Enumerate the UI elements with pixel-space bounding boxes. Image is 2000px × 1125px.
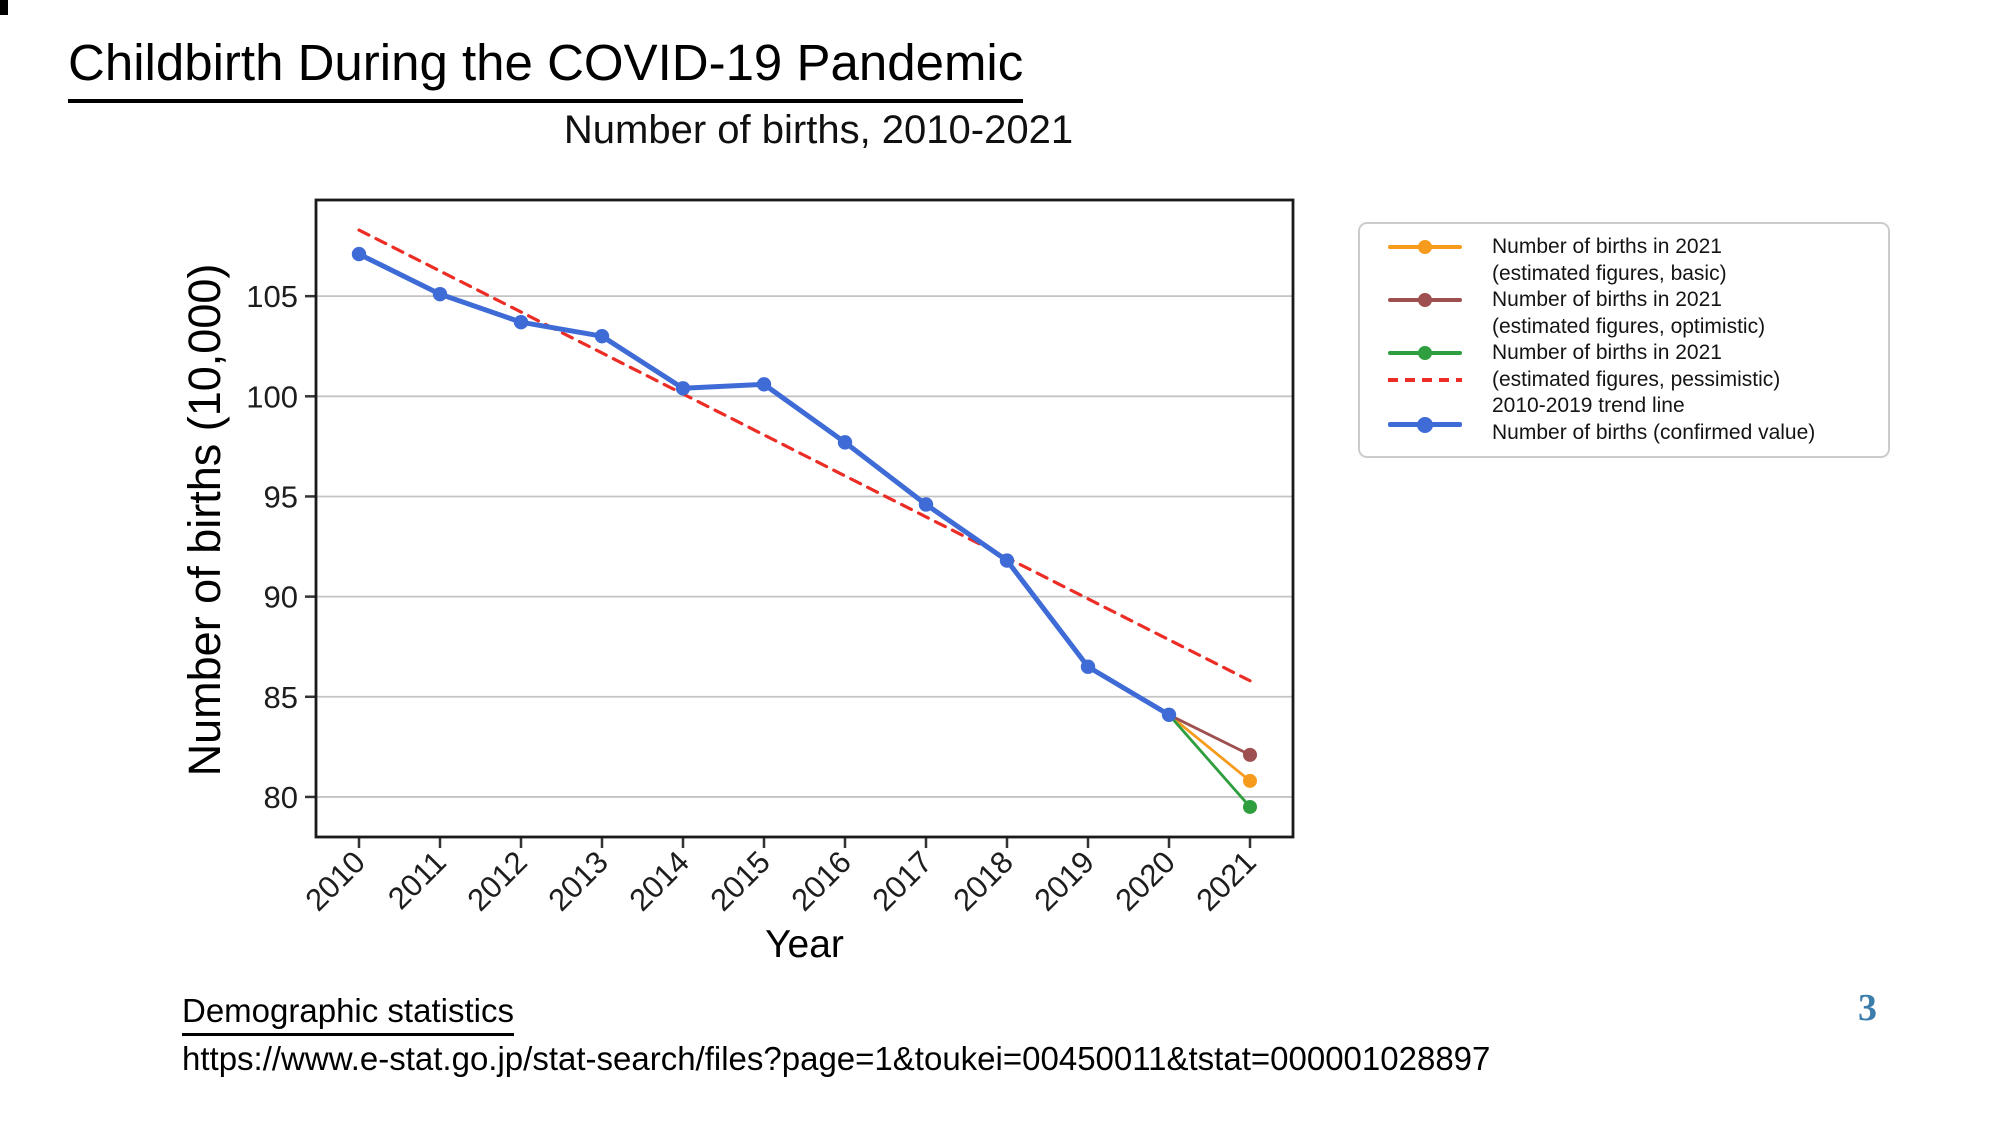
series-confirmed-marker <box>1080 659 1096 674</box>
y-tick-label: 90 <box>264 580 298 615</box>
series-confirmed-marker <box>1161 707 1177 723</box>
series-optimistic-line <box>1167 713 1252 757</box>
series-confirmed-line <box>356 251 1172 718</box>
series-optimistic-marker <box>1243 747 1257 762</box>
legend-handle-trend <box>1388 367 1462 393</box>
legend-label: Number of births in 2021 <box>1492 235 1722 258</box>
x-tick-label: 2011 <box>381 844 453 916</box>
series-pessimistic-marker <box>1243 799 1257 814</box>
legend-row: (estimated figures, pessimistic) <box>1388 367 1878 394</box>
source-link[interactable]: Demographic statistics <box>182 992 514 1036</box>
legend-label: Number of births in 2021 <box>1492 341 1722 364</box>
x-tick-label: 2014 <box>622 844 696 918</box>
page-number: 3 <box>1858 987 1877 1029</box>
legend-label: Number of births (confirmed value) <box>1492 420 1816 444</box>
series-pessimistic-line <box>1167 713 1252 809</box>
x-axis-label: Year <box>765 923 844 966</box>
y-tick-label: 85 <box>264 680 298 715</box>
x-tick-label: 2012 <box>460 844 534 918</box>
x-tick-label: 2015 <box>703 844 777 918</box>
series-confirmed-marker <box>756 377 772 392</box>
x-tick-label: 2020 <box>1108 844 1182 918</box>
series-confirmed-marker <box>513 314 529 330</box>
y-tick-label: 100 <box>246 379 298 414</box>
y-tick-label: 95 <box>264 479 298 514</box>
slide-heading: Childbirth During the COVID-19 Pandemic <box>68 34 1024 104</box>
x-tick-label: 2017 <box>865 844 939 918</box>
series-confirmed-marker <box>351 246 367 262</box>
series-confirmed-marker <box>837 435 853 450</box>
legend-label: (estimated figures, optimistic) <box>1492 314 1766 338</box>
legend-handle-pessimistic <box>1388 340 1462 366</box>
legend-row: Number of births in 2021 <box>1388 234 1878 261</box>
y-axis-label: Number of births (10,000) <box>179 263 230 777</box>
legend-handle-spacer <box>1388 261 1462 287</box>
x-tick-label: 2013 <box>541 844 615 918</box>
legend-handle-basic <box>1388 234 1462 260</box>
x-tick-label: 2018 <box>946 844 1020 918</box>
legend-label: 2010-2019 trend line <box>1492 394 1685 417</box>
series-basic-marker <box>1243 773 1257 788</box>
series-confirmed-marker <box>918 497 934 512</box>
series-trend-line <box>357 228 1252 683</box>
chart-title: Number of births, 2010-2021 <box>563 108 1074 152</box>
x-tick-label: 2019 <box>1027 844 1101 918</box>
legend-handle-optimistic <box>1388 287 1462 313</box>
series-confirmed-marker <box>594 329 610 344</box>
y-tick-label: 80 <box>264 780 298 815</box>
legend-row: 2010-2019 trend line <box>1388 393 1878 420</box>
x-tick-label: 2021 <box>1189 844 1263 918</box>
plot-area: 80 85 90 95 100 105 2010 2011 2012 2013 2014 2015 20… <box>246 198 1295 918</box>
series-confirmed-marker <box>999 553 1015 568</box>
legend-label: (estimated figures, basic) <box>1492 261 1727 285</box>
legend-row: (estimated figures, optimistic) <box>1388 314 1878 341</box>
x-tick-label: 2010 <box>298 844 372 918</box>
legend-handle-confirmed <box>1388 412 1462 438</box>
source-url: https://www.e-stat.go.jp/stat-search/fil… <box>182 1040 1491 1077</box>
legend-label: (estimated figures, pessimistic) <box>1492 367 1781 391</box>
x-tick-label: 2016 <box>784 844 858 918</box>
legend-row: Number of births in 2021 <box>1388 340 1878 367</box>
slide-crop-corner-mark <box>0 0 8 15</box>
legend-row: (estimated figures, basic) <box>1388 261 1878 288</box>
series-confirmed-marker <box>432 286 448 302</box>
legend-row: Number of births (confirmed value) <box>1388 416 1878 447</box>
legend-handle-spacer <box>1388 314 1462 340</box>
series-confirmed-marker <box>675 381 691 396</box>
y-tick-label: 105 <box>246 279 298 314</box>
legend-label: Number of births in 2021 <box>1492 288 1722 311</box>
chart-legend: Number of births in 2021 (estimated figu… <box>1358 222 1890 458</box>
plot-border <box>314 198 1295 839</box>
legend-row: Number of births in 2021 <box>1388 287 1878 314</box>
series-basic-line <box>1167 713 1252 783</box>
